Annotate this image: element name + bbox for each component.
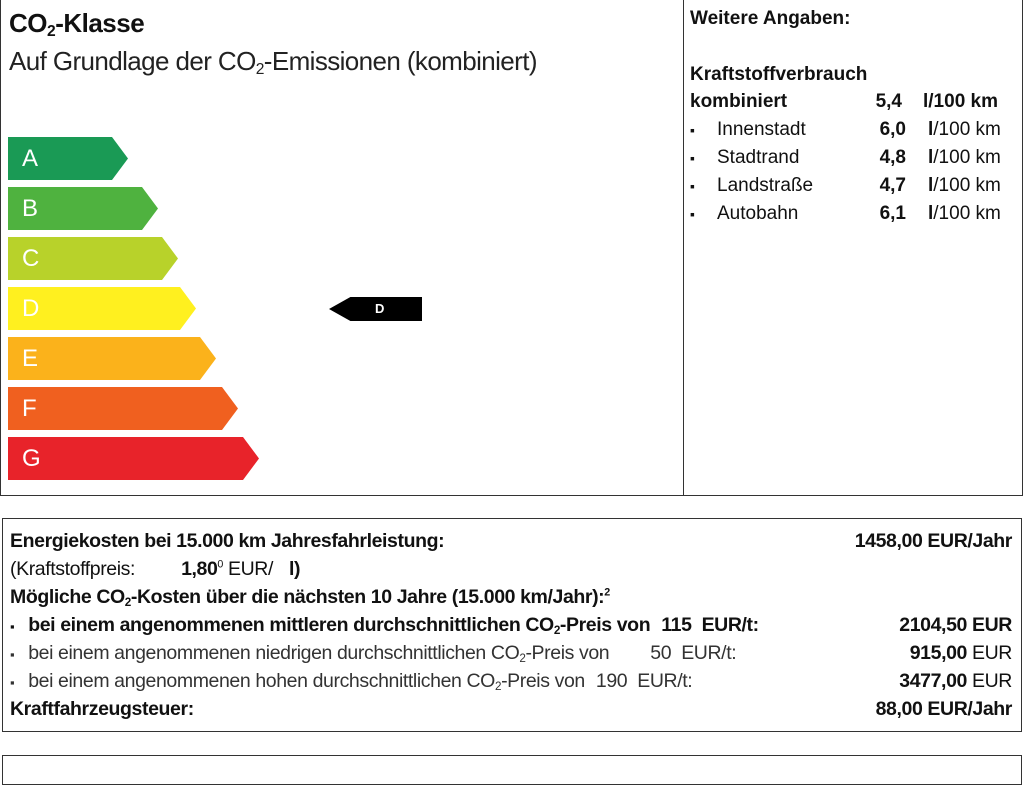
bullet-icon: ▪ <box>690 178 695 194</box>
co2-class-subtitle: Auf Grundlage der CO2-Emissionen (kombin… <box>9 46 538 78</box>
fuel-price: (Kraftstoffpreis: 1,800 EUR/l) <box>10 558 301 580</box>
consumption-heading: Kraftstoffverbrauch <box>690 64 868 85</box>
consumption-unit: l/100 km <box>928 203 1001 224</box>
consumption-value: 4,8 <box>879 147 906 168</box>
co2-scenario-row: ▪ bei einem angenommenen mittleren durchs… <box>10 614 759 637</box>
footnote-panel <box>2 755 1022 785</box>
co2-cost-heading: Mögliche CO2-Kosten über die nächsten 10… <box>10 586 610 609</box>
energy-class-bar-g: G <box>8 437 259 480</box>
consumption-label: Landstraße <box>717 175 814 196</box>
consumption-unit: l/100 km <box>928 119 1001 140</box>
further-info-panel <box>683 0 1023 496</box>
energy-class-bar-c: C <box>8 237 178 280</box>
co2-scenario-amount: 2104,50 EUR <box>899 614 1012 636</box>
energy-class-bar-f: F <box>8 387 238 430</box>
vehicle-tax-label: Kraftfahrzeugsteuer: <box>10 698 194 720</box>
costs-panel <box>2 518 1022 732</box>
consumption-value: 4,7 <box>879 175 906 196</box>
bullet-icon: ▪ <box>690 206 695 222</box>
co2-scenario-amount: 3477,00 EUR <box>899 670 1012 692</box>
consumption-value: 6,0 <box>879 119 906 140</box>
energy-class-bar-e: E <box>8 337 216 380</box>
combined-label: kombiniert <box>690 91 788 112</box>
combined-value: 5,4 <box>875 91 902 112</box>
energy-cost-label: Energiekosten bei 15.000 km Jahresfahrle… <box>10 530 445 552</box>
bullet-icon: ▪ <box>690 150 695 166</box>
co2-class-title: CO2-Klasse <box>9 8 145 40</box>
co2-scenario-amount: 915,00 EUR <box>909 642 1013 664</box>
co2-scenario-row: ▪ bei einem angenommenen hohen durchschni… <box>10 670 693 693</box>
energy-class-bar-b: B <box>8 187 158 230</box>
further-info-heading: Weitere Angaben: <box>690 8 851 29</box>
consumption-label: Innenstadt <box>717 119 806 140</box>
energy-class-bar-d: D <box>8 287 196 330</box>
consumption-label: Stadtrand <box>717 147 800 168</box>
consumption-label: Autobahn <box>717 203 799 224</box>
consumption-unit: l/100 km <box>928 147 1001 168</box>
vehicle-tax-value: 88,00 EUR/Jahr <box>875 698 1013 720</box>
energy-class-bar-a: A <box>8 137 128 180</box>
bullet-icon: ▪ <box>690 122 695 138</box>
co2-scenario-row: ▪ bei einem angenommenen niedrigen durchs… <box>10 642 737 665</box>
current-class-indicator: D <box>329 297 422 321</box>
combined-unit: l/100 km <box>923 91 998 112</box>
energy-cost-value: 1458,00 EUR/Jahr <box>854 530 1013 552</box>
consumption-value: 6,1 <box>879 203 906 224</box>
consumption-unit: l/100 km <box>928 175 1001 196</box>
